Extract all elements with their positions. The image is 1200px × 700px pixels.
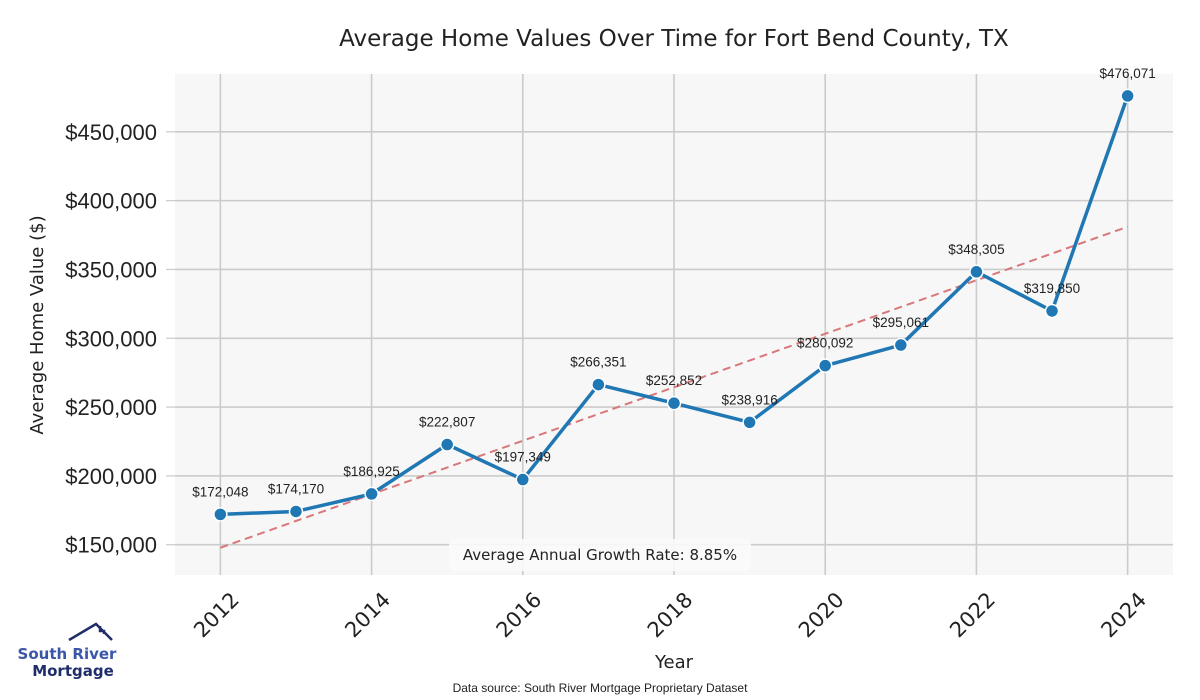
data-point [591,377,606,392]
x-tick-label: 2022 [945,588,1000,643]
x-axis-ticks: 2012 2014 2016 2018 2020 2022 2024 [189,588,1151,643]
annotation-text: Average Annual Growth Rate: 8.85% [463,546,737,564]
data-point [288,504,304,519]
data-point [1044,303,1060,319]
x-tick-label: 2024 [1096,588,1151,643]
x-tick-label: 2012 [189,588,244,643]
x-tick-label: 2020 [794,588,849,643]
logo: South River Mortgage [18,622,118,680]
data-label: $348,305 [948,242,1004,257]
x-tick-label: 2014 [340,588,395,643]
x-axis-label: Year [654,652,694,673]
data-point [515,472,531,487]
data-label: $476,071 [1099,66,1155,81]
logo-line1: South River [18,645,118,663]
data-label: $222,807 [419,415,475,430]
data-point [893,337,909,353]
data-label: $186,925 [343,464,399,479]
data-label: $174,170 [268,481,324,496]
data-label: $238,916 [721,392,777,407]
house-roof-icon [68,622,113,642]
data-label: $280,092 [797,336,853,351]
logo-line2: Mortgage [32,662,114,680]
data-point [742,415,757,430]
y-axis-label: Average Home Value ($) [27,215,48,434]
y-tick-label: $250,000 [65,395,157,420]
y-axis-ticks: $150,000 $200,000 $250,000 $300,000 $350,000… [65,120,175,558]
series-line: $172,048 $174,170 $186,925 $222,807 $197,349… [192,66,1156,522]
data-point [439,437,455,452]
y-tick-label: $300,000 [65,326,157,351]
data-label: $295,061 [873,315,929,330]
data-label: $266,351 [570,355,626,370]
data-point [213,507,228,522]
growth-rate-annotation: Average Annual Growth Rate: 8.85% [449,539,751,571]
data-point [969,264,984,280]
y-tick-label: $150,000 [65,533,157,558]
y-tick-label: $400,000 [65,189,157,214]
data-point [666,395,682,411]
annotation-box [449,539,751,571]
x-tick-label: 2018 [643,588,698,643]
data-source: Data source: South River Mortgage Propri… [453,681,748,695]
y-tick-label: $450,000 [65,120,157,145]
data-label: $319,850 [1024,281,1080,296]
x-tick-label: 2016 [492,588,547,643]
data-label: $197,349 [495,450,551,465]
data-point [817,358,833,373]
y-tick-label: $350,000 [65,257,157,282]
data-label: $252,852 [646,373,702,388]
data-point [364,486,379,502]
data-point [1120,88,1135,104]
y-tick-label: $200,000 [65,464,157,489]
data-label: $172,048 [192,484,248,499]
chart-title: Average Home Values Over Time for Fort B… [339,26,1009,52]
